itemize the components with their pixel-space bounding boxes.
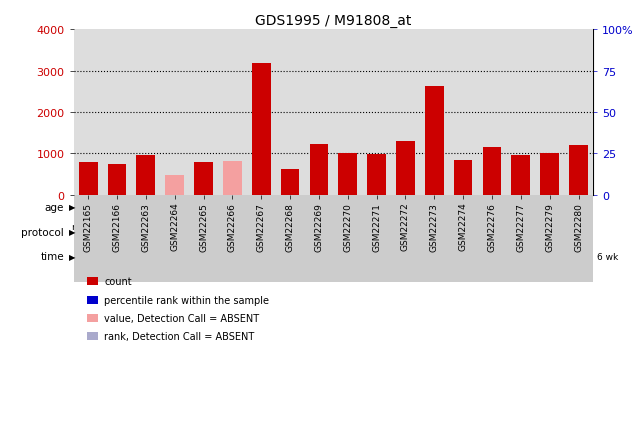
Text: contr
ol: contr ol — [76, 247, 100, 266]
Text: 3 d: 3 d — [110, 252, 124, 261]
Bar — [276, 245, 304, 269]
Bar — [247, 220, 276, 244]
Bar — [535, 245, 564, 269]
Text: age: age — [45, 202, 64, 212]
Bar — [449, 220, 478, 244]
Text: fracture: fracture — [156, 227, 193, 237]
Bar — [506, 245, 535, 269]
Text: no frac
ture: no frac ture — [246, 222, 277, 242]
Bar — [478, 220, 593, 244]
Bar — [165, 175, 184, 195]
Bar — [593, 245, 622, 269]
Bar — [103, 220, 247, 244]
Bar — [310, 145, 328, 195]
Bar — [367, 155, 386, 195]
Text: percentile rank within the sample: percentile rank within the sample — [104, 295, 269, 305]
Text: 4 wk: 4 wk — [568, 252, 589, 261]
Bar — [194, 163, 213, 195]
Bar — [512, 156, 530, 195]
Text: protocol: protocol — [21, 227, 64, 237]
Text: contr
ol: contr ol — [249, 247, 273, 266]
Text: 2 wk: 2 wk — [539, 252, 560, 261]
Bar — [252, 63, 271, 195]
Bar — [478, 245, 506, 269]
Bar — [449, 195, 593, 219]
Bar — [449, 245, 478, 269]
Text: 6 wk: 6 wk — [222, 252, 243, 261]
Bar — [108, 164, 126, 195]
Text: no frac
ture: no frac ture — [447, 222, 479, 242]
Text: count: count — [104, 277, 132, 286]
Text: 52 weeks: 52 weeks — [499, 203, 542, 212]
Bar — [483, 148, 501, 195]
Bar — [223, 162, 242, 195]
Text: fracture: fracture — [344, 227, 380, 237]
Text: contr
ol: contr ol — [451, 247, 475, 266]
Bar — [396, 142, 415, 195]
Bar — [137, 156, 155, 195]
Bar — [338, 153, 357, 195]
Text: ▶: ▶ — [69, 203, 75, 212]
Bar — [564, 245, 593, 269]
Text: 6 wk: 6 wk — [409, 252, 431, 261]
Bar — [247, 195, 449, 219]
Bar — [74, 245, 103, 269]
Text: 3 d: 3 d — [283, 252, 297, 261]
Bar — [218, 245, 247, 269]
Text: 26 weeks: 26 weeks — [326, 203, 369, 212]
Text: 3 d: 3 d — [485, 252, 499, 261]
Bar — [281, 170, 299, 195]
Text: 6 weeks: 6 weeks — [142, 203, 179, 212]
Bar — [79, 162, 97, 195]
Bar — [540, 154, 559, 195]
Title: GDS1995 / M91808_at: GDS1995 / M91808_at — [255, 14, 412, 28]
Text: 1 wk: 1 wk — [510, 252, 531, 261]
Bar — [74, 195, 247, 219]
Text: value, Detection Call = ABSENT: value, Detection Call = ABSENT — [104, 313, 260, 323]
Bar — [304, 245, 333, 269]
Text: time: time — [40, 252, 64, 262]
Bar — [103, 245, 131, 269]
Text: 2 wk: 2 wk — [164, 252, 185, 261]
Text: rank, Detection Call = ABSENT: rank, Detection Call = ABSENT — [104, 332, 254, 341]
Text: 1 wk: 1 wk — [308, 252, 329, 261]
Bar — [276, 220, 449, 244]
Bar — [454, 161, 472, 195]
Text: ▶: ▶ — [69, 227, 75, 237]
Bar — [362, 245, 391, 269]
Bar — [391, 245, 449, 269]
Text: 4 wk: 4 wk — [193, 252, 214, 261]
Text: no frac
ture: no frac ture — [72, 222, 104, 242]
Text: fracture: fracture — [517, 227, 553, 237]
Text: 1 wk: 1 wk — [135, 252, 156, 261]
Bar — [333, 245, 362, 269]
Bar — [425, 87, 444, 195]
Text: 2 wk: 2 wk — [337, 252, 358, 261]
Bar — [131, 245, 160, 269]
Bar — [569, 145, 588, 195]
Bar — [74, 220, 103, 244]
Text: 4 wk: 4 wk — [366, 252, 387, 261]
Text: 6 wk: 6 wk — [597, 252, 618, 261]
Bar — [160, 245, 189, 269]
Bar — [247, 245, 276, 269]
Bar — [189, 245, 218, 269]
Text: ▶: ▶ — [69, 252, 75, 261]
